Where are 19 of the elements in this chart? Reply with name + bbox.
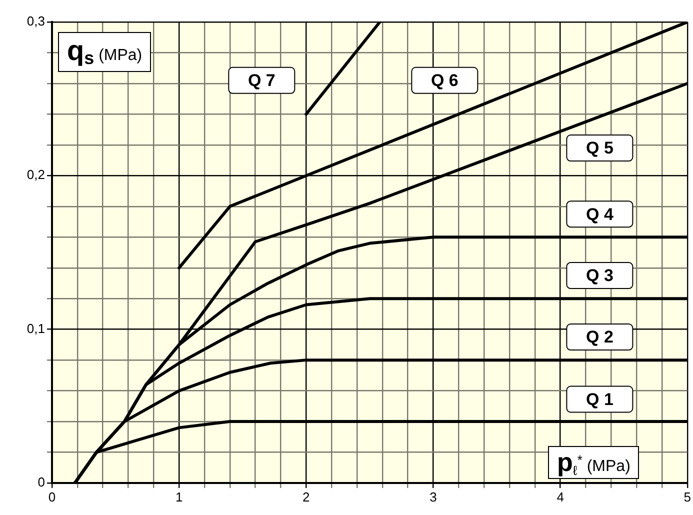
series-label: Q 5 — [586, 138, 614, 158]
series-label: Q 2 — [586, 328, 614, 347]
x-axis-title: p$_{ℓ}$$^{*}$ (MPa) — [557, 446, 630, 478]
x-tick-label: 4 — [556, 489, 564, 504]
y-tick-label: 0,2 — [26, 167, 45, 182]
y-tick-label: 0,1 — [26, 320, 45, 336]
series-label: Q 6 — [430, 71, 458, 90]
x-tick-label: 1 — [175, 489, 183, 504]
x-tick-label: 0 — [48, 489, 56, 504]
series-label: Q 3 — [586, 266, 614, 286]
series-label: Q 1 — [586, 390, 614, 409]
x-tick-label: 5 — [684, 489, 691, 504]
series-label: Q 4 — [586, 204, 614, 224]
x-tick-label: 2 — [302, 489, 310, 504]
y-axis-title: q$_{s}$ (MPa) — [67, 34, 142, 70]
x-tick-label: 3 — [430, 489, 437, 504]
text: Q 7 — [248, 71, 276, 90]
y-tick-label: 0 — [38, 474, 45, 490]
y-tick-label: 0,3 — [26, 14, 45, 29]
